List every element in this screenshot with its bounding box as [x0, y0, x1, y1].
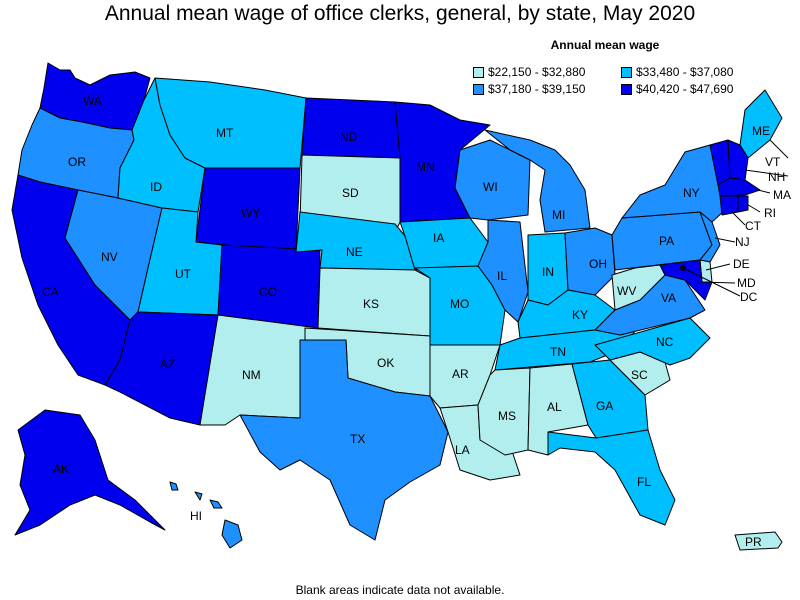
- label-la: LA: [455, 443, 470, 457]
- state-hi[interactable]: [169, 481, 243, 549]
- label-mt: MT: [216, 126, 234, 140]
- legend-label-tier-2: $33,480 - $37,080: [636, 65, 734, 79]
- state-nc[interactable]: [594, 317, 711, 366]
- legend-label-tier-3: $37,180 - $39,150: [488, 82, 586, 96]
- legend-item-tier-3: $37,180 - $39,150: [473, 82, 585, 96]
- label-nc: NC: [656, 335, 674, 349]
- legend-label-tier-4: $40,420 - $47,690: [636, 82, 734, 96]
- label-nv: NV: [101, 250, 118, 264]
- label-dc: DC: [740, 290, 758, 304]
- label-id: ID: [150, 180, 162, 194]
- label-ga: GA: [596, 399, 613, 413]
- state-pr[interactable]: [734, 531, 783, 551]
- label-sc: SC: [631, 368, 648, 382]
- label-ma: MA: [773, 188, 791, 202]
- label-hi: HI: [190, 509, 202, 523]
- label-pr: PR: [745, 535, 762, 549]
- legend-item-tier-1: $22,150 - $32,880: [473, 65, 585, 79]
- state-tx[interactable]: [239, 339, 449, 541]
- label-ia: IA: [433, 231, 444, 245]
- state-nd[interactable]: [301, 97, 401, 159]
- label-me: ME: [752, 124, 770, 138]
- label-tn: TN: [550, 345, 566, 359]
- label-wi: WI: [483, 180, 498, 194]
- state-mi[interactable]: [484, 129, 591, 233]
- label-md: MD: [737, 276, 756, 290]
- label-il: IL: [497, 269, 507, 283]
- label-ms: MS: [498, 409, 516, 423]
- label-wy: WY: [241, 206, 260, 220]
- label-mn: MN: [416, 160, 435, 174]
- label-nd: ND: [340, 130, 358, 144]
- state-fl[interactable]: [547, 429, 676, 526]
- label-ky: KY: [572, 308, 588, 322]
- label-ok: OK: [377, 356, 394, 370]
- label-or: OR: [68, 155, 86, 169]
- label-ca: CA: [42, 285, 59, 299]
- label-ak: AK: [53, 462, 69, 476]
- label-ne: NE: [346, 245, 363, 259]
- legend-swatch-tier-1: [473, 66, 484, 78]
- label-ri: RI: [764, 206, 776, 220]
- label-co: CO: [259, 285, 277, 299]
- legend-title: Annual mean wage: [550, 38, 660, 52]
- label-pa: PA: [659, 234, 674, 248]
- label-wv: WV: [617, 284, 636, 298]
- label-mi: MI: [552, 208, 565, 222]
- label-ut: UT: [175, 267, 192, 281]
- label-de: DE: [733, 257, 750, 271]
- legend-swatch-tier-3: [473, 83, 484, 95]
- label-sd: SD: [342, 186, 359, 200]
- label-ct: CT: [745, 219, 762, 233]
- state-md[interactable]: [659, 259, 713, 301]
- label-tx: TX: [350, 432, 365, 446]
- legend-swatch-tier-2: [621, 66, 632, 78]
- label-in: IN: [542, 265, 554, 279]
- label-vt: VT: [765, 155, 781, 169]
- label-wa: WA: [83, 94, 102, 108]
- legend-item-tier-2: $33,480 - $37,080: [621, 65, 733, 79]
- label-nm: NM: [242, 368, 261, 382]
- label-ks: KS: [363, 297, 379, 311]
- state-il[interactable]: [477, 219, 529, 323]
- label-nh: NH: [768, 170, 785, 184]
- state-ak[interactable]: [14, 409, 166, 536]
- label-nj: NJ: [735, 235, 750, 249]
- label-ny: NY: [683, 186, 700, 200]
- legend-swatch-tier-4: [621, 83, 632, 95]
- label-al: AL: [547, 400, 562, 414]
- state-labels: WA OR CA NV ID MT WY UT AZ CO NM ND SD N…: [42, 94, 791, 549]
- leader-lines: [682, 139, 789, 297]
- legend-item-tier-4: $40,420 - $47,690: [621, 82, 733, 96]
- label-oh: OH: [589, 257, 607, 271]
- label-fl: FL: [637, 475, 651, 489]
- state-nh[interactable]: [727, 139, 749, 181]
- map-title: Annual mean wage of office clerks, gener…: [104, 2, 696, 25]
- label-mo: MO: [450, 297, 469, 311]
- state-ct[interactable]: [719, 195, 739, 216]
- label-az: AZ: [160, 357, 175, 371]
- state-ny[interactable]: [621, 144, 726, 223]
- footer-note: Blank areas indicate data not available.: [295, 583, 505, 597]
- legend-label-tier-1: $22,150 - $32,880: [488, 65, 586, 79]
- label-ar: AR: [452, 367, 469, 381]
- state-ri[interactable]: [737, 195, 749, 213]
- label-va: VA: [661, 291, 676, 305]
- state-wi[interactable]: [454, 139, 531, 221]
